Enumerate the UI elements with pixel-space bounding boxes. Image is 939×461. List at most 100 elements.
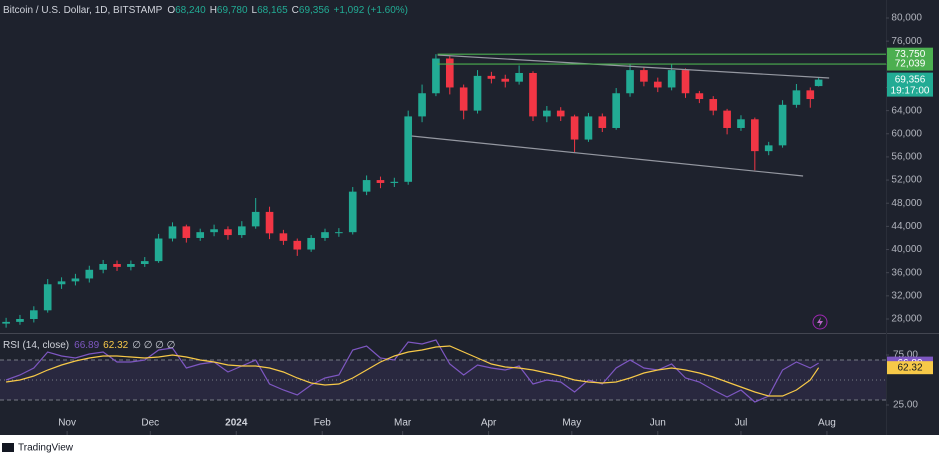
candle-body xyxy=(612,93,620,128)
y-tick-label: 80,000 xyxy=(891,13,922,24)
candle-body xyxy=(764,145,773,152)
y-tick-label: 36,000 xyxy=(891,267,922,278)
ohlc-label: C xyxy=(292,5,299,16)
candle-body xyxy=(543,110,551,117)
candle-body xyxy=(584,116,593,140)
candle-body xyxy=(16,318,24,322)
countdown: 19:17:00 xyxy=(891,85,930,96)
rsi-header-ma: 62.32 xyxy=(103,340,128,351)
candle-body xyxy=(168,226,177,239)
candle-body xyxy=(418,93,426,117)
last-price-label: 69,356 xyxy=(895,74,926,85)
candle-body xyxy=(814,79,823,87)
symbol: Bitcoin / U.S. Dollar, 1D, BITSTAMP xyxy=(3,5,163,16)
trendline xyxy=(437,54,830,79)
x-tick-label: Jun xyxy=(650,418,666,429)
y-tick-label: 48,000 xyxy=(891,198,922,209)
candle-body xyxy=(529,72,537,117)
y-tick-label: 76,000 xyxy=(891,36,922,47)
candle-body xyxy=(43,284,52,311)
candle-body xyxy=(432,58,440,94)
alert-icon[interactable] xyxy=(812,314,828,330)
background xyxy=(0,0,939,435)
candle-body xyxy=(376,180,385,183)
x-tick-label: Apr xyxy=(481,418,497,429)
candle-body xyxy=(293,240,302,250)
x-tick-label: Jul xyxy=(735,418,748,429)
level-box xyxy=(887,47,933,61)
x-tick-label: Mar xyxy=(394,418,412,429)
legend-header: Bitcoin / U.S. Dollar, 1D, BITSTAMP O68,2… xyxy=(3,5,408,16)
candle-body xyxy=(140,261,149,265)
x-tick-label: Aug xyxy=(818,418,836,429)
candle-body xyxy=(196,232,205,238)
candle-body xyxy=(182,226,191,238)
x-tick-label: Feb xyxy=(314,418,332,429)
candle-body xyxy=(487,75,496,79)
y-tick-label: 32,000 xyxy=(891,290,922,301)
candle-body xyxy=(501,78,510,82)
rsi-header-value: 66.89 xyxy=(74,340,99,351)
candle-body xyxy=(778,104,787,146)
candle-body xyxy=(445,58,454,88)
ohlc-value: 68,240 xyxy=(175,5,206,16)
candle-body xyxy=(2,321,10,324)
rsi-value-label: 62.32 xyxy=(897,362,922,373)
x-tick-label: 2024 xyxy=(225,418,248,429)
y-tick-label: 52,000 xyxy=(891,175,922,186)
last-price-box xyxy=(887,72,933,97)
candle-body xyxy=(113,264,121,267)
ohlc-label: H xyxy=(210,5,217,16)
candle-body xyxy=(30,310,38,319)
candle-body xyxy=(335,232,343,234)
y-tick-label: 56,000 xyxy=(891,152,922,163)
candle-body xyxy=(99,264,107,270)
candle-body xyxy=(598,116,607,128)
level-label: 73,750 xyxy=(895,49,926,60)
candle-body xyxy=(473,75,482,111)
candle-body xyxy=(723,110,731,128)
x-tick-label: Dec xyxy=(141,418,159,429)
ohlc-value: 69,356 xyxy=(299,5,330,16)
rsi-header: RSI (14, close) 66.89 62.32 ∅ ∅ ∅ ∅ xyxy=(3,340,175,351)
candle-body xyxy=(251,211,260,227)
y-tick-label: 40,000 xyxy=(891,244,922,255)
candle-body xyxy=(224,229,232,236)
rsi-line xyxy=(5,339,819,403)
candle-body xyxy=(307,237,315,250)
candle-body xyxy=(71,278,80,282)
rsi-tick-label: 25.00 xyxy=(893,400,918,411)
ohlc-label: O xyxy=(167,5,175,16)
brand-logo xyxy=(2,443,14,452)
candle-body xyxy=(681,70,690,94)
x-tick-label: May xyxy=(562,418,581,429)
rsi-value-box xyxy=(887,361,933,375)
y-tick-label: 60,000 xyxy=(891,128,922,139)
brand: TradingView xyxy=(18,443,74,454)
candle-body xyxy=(362,180,371,192)
candle-body xyxy=(667,70,676,88)
candle-body xyxy=(57,281,66,285)
level-label: 72,039 xyxy=(895,59,926,70)
candle-body xyxy=(709,99,718,111)
candle-body xyxy=(515,72,523,82)
ohlc-value: 68,165 xyxy=(257,5,288,16)
candle-body xyxy=(404,116,413,182)
rsi-tick-label: 75.00 xyxy=(893,350,918,361)
candle-body xyxy=(348,191,357,233)
ohlc-value: 69,780 xyxy=(217,5,248,16)
candle-body xyxy=(210,229,218,233)
candle-body xyxy=(556,110,565,117)
candle-body xyxy=(390,181,399,183)
candle-body xyxy=(806,90,815,100)
candle-body xyxy=(570,116,579,140)
candle-body xyxy=(626,70,634,94)
x-tick-label: Nov xyxy=(58,418,76,429)
rsi-ma-line xyxy=(6,345,820,397)
candle-body xyxy=(154,238,163,262)
alert-bolt xyxy=(817,317,823,327)
candle-body xyxy=(653,81,662,88)
trendline xyxy=(411,135,804,177)
y-tick-label: 28,000 xyxy=(891,314,922,325)
